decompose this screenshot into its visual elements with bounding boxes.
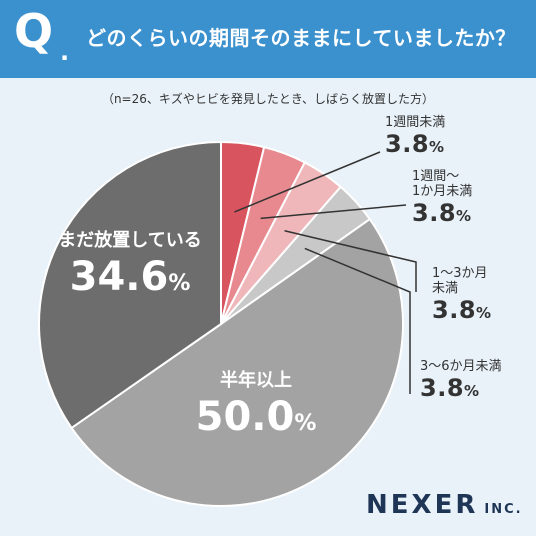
slice-label-1month: 1週間〜 1か月未満 3.8% (412, 169, 473, 227)
slice-still (38, 140, 222, 430)
slice-name: 半年以上 (220, 370, 292, 391)
slice-value: 3.8 (412, 198, 457, 227)
slice-value: 50.0 (195, 394, 295, 440)
slice-label-3month: 1〜3か月 未満 3.8% (432, 266, 492, 324)
slice-name: 3〜6か月未満 (420, 359, 502, 374)
q-mark: Q (14, 4, 54, 58)
sample-note: （n=26、キズやヒビを発見したとき、しばらく放置した方） (101, 92, 435, 106)
question-text: どのくらいの期間そのままにしていましたか？ (86, 26, 516, 50)
slice-unit: % (464, 381, 480, 400)
slice-value: 3.8 (385, 129, 430, 158)
slice-value: 3.8 (420, 373, 465, 402)
slice-half-year (70, 217, 404, 507)
slice-unit: % (168, 271, 191, 296)
slice-name: 1〜3か月 (432, 266, 488, 281)
q-dot: . (60, 38, 70, 66)
leader-line (284, 230, 417, 292)
slice-unit: % (294, 411, 317, 436)
slice-label-half-year: 半年以上 50.0% (166, 366, 346, 440)
slice-name: 1週間未満 (385, 115, 446, 130)
slice-name: 1週間〜 (412, 169, 460, 184)
slice-name-line2: 未満 (432, 280, 459, 296)
slice-name: まだ放置している (58, 230, 202, 251)
slice-unit: % (429, 137, 445, 156)
slice-value: 3.8 (432, 295, 477, 324)
logo-suffix: INC. (484, 502, 523, 517)
slice-unit: % (456, 206, 472, 225)
slice-name-line2: 1か月未満 (412, 183, 473, 199)
leader-line (234, 151, 381, 213)
slice-label-still-left: まだ放置している 34.6% (40, 226, 220, 300)
slice-value: 34.6 (69, 254, 169, 300)
question-header: Q . どのくらいの期間そのままにしていましたか？ (0, 0, 536, 78)
slice-unit: % (476, 303, 492, 322)
leader-line (304, 247, 411, 394)
logo-name: NEXER (366, 490, 479, 520)
slice-label-6month: 3〜6か月未満 3.8% (420, 359, 502, 403)
leader-line (260, 204, 407, 220)
slice-label-1week: 1週間未満 3.8% (385, 115, 446, 159)
nexer-logo: NEXER INC. (366, 490, 523, 520)
